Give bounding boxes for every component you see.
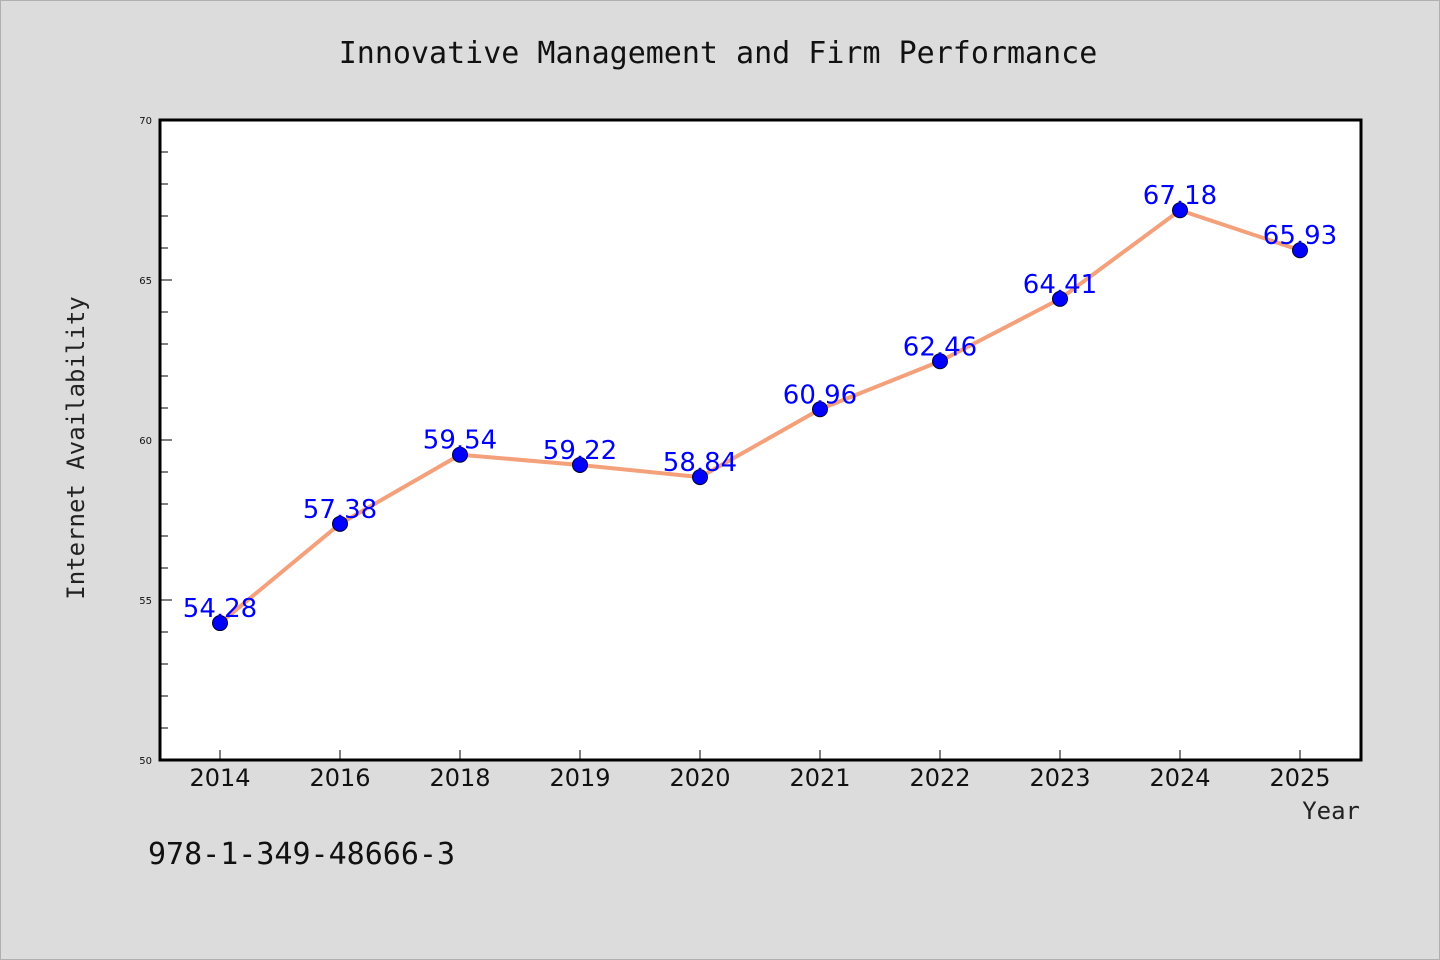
x-tick-label: 2018 [429,764,490,792]
data-label: 59.54 [423,426,497,456]
series-line [218,208,1301,625]
x-tick-label: 2021 [789,764,850,792]
chart-title: Innovative Management and Firm Performan… [339,36,1098,71]
y-tick-label: 65 [139,276,152,287]
data-label: 64.41 [1023,270,1097,300]
data-label: 57.38 [303,495,377,525]
x-tick-label: 2022 [909,764,970,792]
data-label: 54.28 [183,594,257,624]
y-tick-label: 50 [139,756,152,767]
data-point [452,446,468,463]
y-axis-title: Internet Availability [62,296,90,599]
x-tick-label: 2019 [549,764,610,792]
data-label: 60.96 [783,380,857,410]
x-tick-label: 2024 [1149,764,1210,792]
x-tick-label: 2023 [1029,764,1090,792]
data-point [212,615,228,632]
y-tick-label: 70 [139,116,152,127]
data-label: 59.22 [543,436,617,466]
data-point [332,515,348,532]
x-axis: 2014 2016 2018 2019 2020 2021 2022 2023 2024 2025 [189,750,1331,792]
isbn-annotation: 978-1-349-48666-3 [148,837,455,872]
y-tick-label: 60 [139,436,152,447]
data-label: 58.84 [663,448,737,478]
data-label: 62.46 [903,332,977,362]
data-label: 67.18 [1143,181,1217,211]
series-layer: 54.28 57.38 59.54 59.22 58.84 60.96 62.46 64.41… [183,181,1337,632]
x-tick-label: 2014 [189,764,250,792]
data-point [932,353,948,370]
data-point [1172,202,1188,219]
x-tick-label: 2016 [309,764,370,792]
x-tick-label: 2025 [1269,764,1330,792]
data-point [812,401,828,418]
data-point [1052,290,1068,307]
data-point [572,456,588,473]
y-tick-label: 55 [139,596,152,607]
data-point [692,469,708,486]
y-axis: 50 55 60 65 70 [139,116,172,767]
data-point [1292,242,1308,259]
x-axis-title: Year [1302,797,1360,825]
data-label: 65.93 [1263,221,1337,251]
x-tick-label: 2020 [669,764,730,792]
